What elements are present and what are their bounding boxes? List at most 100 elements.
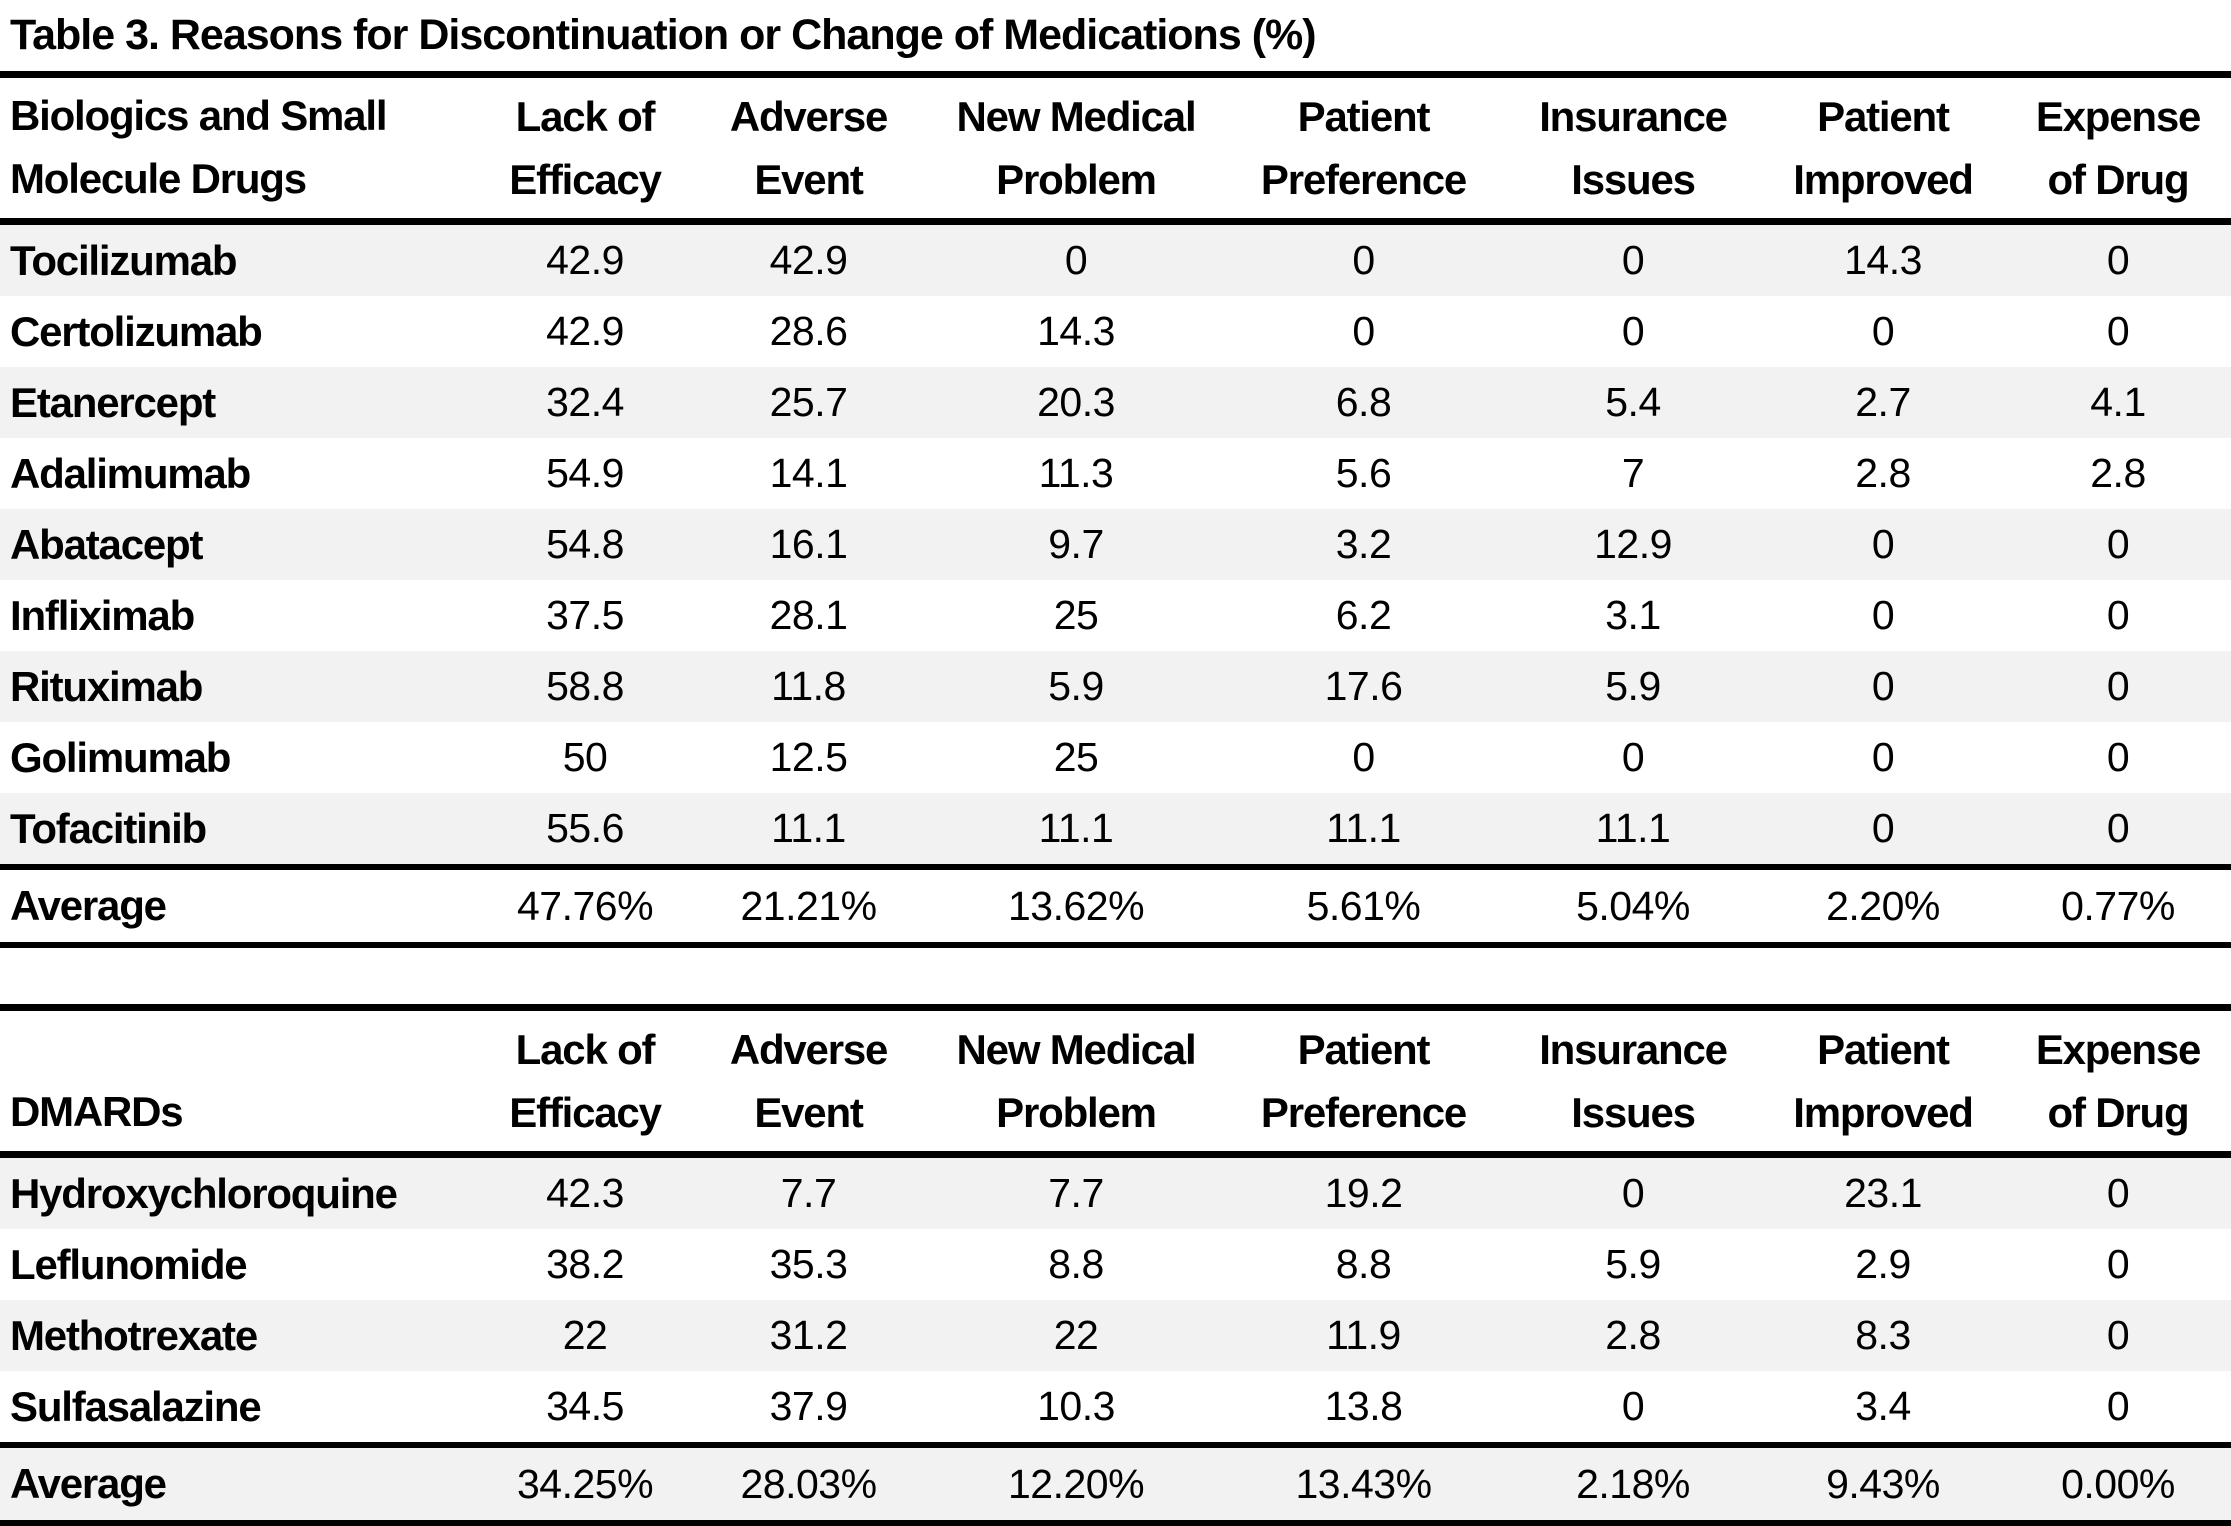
table-row: Certolizumab 42.9 28.6 14.3 0 0 0 0 [0,296,2231,367]
cell: 5.9 [1605,663,1661,710]
cell: 11.3 [1038,450,1114,497]
cell: 3.1 [1605,592,1661,639]
table-row: Methotrexate 22 31.2 22 11.9 2.8 8.3 0 [0,1300,2231,1372]
cell: 3.2 [1335,521,1392,568]
cell: 37.5 [546,592,624,639]
cell: 22 [1053,1312,1099,1359]
cell: 34.25% [483,1442,687,1526]
cell: 28.6 [769,308,848,355]
column-header: Patient Preference [1222,74,1505,226]
cell: 2.20% [1761,864,2005,949]
cell: 7.7 [1048,1170,1104,1217]
cell: 0 [2106,308,2130,355]
row-label: Abatacept [10,520,203,568]
average-row: Average 34.25% 28.03% 12.20% 13.43% 2.18% 9.43… [0,1442,2231,1526]
column-header: New Medical Problem [930,74,1222,226]
cell: 28.1 [769,592,848,639]
cell: 25 [1053,734,1099,781]
cell: 0 [2106,805,2130,852]
row-label: Etanercept [10,378,216,426]
cell: 0 [1871,521,1895,568]
cell: 54.9 [546,450,624,497]
cell: 0 [1871,805,1895,852]
average-row: Average 47.76% 21.21% 13.62% 5.61% 5.04% 2.20%… [0,864,2231,949]
column-header: Lack of Efficacy [483,74,687,226]
cell: 6.8 [1335,379,1392,426]
cell: 0 [1871,592,1895,639]
cell: 17.6 [1324,663,1403,710]
row-label: Certolizumab [10,307,263,355]
cell: 2.8 [1605,1312,1661,1359]
column-header: Lack of Efficacy [483,1007,687,1159]
cell: 5.9 [1605,1241,1661,1288]
cell: 3.4 [1855,1383,1911,1430]
cell: 0 [1352,237,1375,284]
cell: 0 [2106,663,2130,710]
cell: 50 [562,734,608,781]
group-header: DMARDs [0,1007,483,1159]
cell: 13.8 [1324,1383,1403,1430]
cell: 42.9 [546,237,624,284]
cell: 2.9 [1855,1241,1911,1288]
cell: 11.1 [1595,805,1671,852]
biologics-table: Biologics and Small Molecule Drugs Lack o… [0,71,2231,949]
cell: 11.8 [771,663,846,710]
cell: 5.61% [1222,864,1505,949]
cell: 2.7 [1855,379,1911,426]
cell: 55.6 [546,805,624,852]
header-row: DMARDs Lack of Efficacy Adverse Event New M… [0,1007,2231,1159]
row-label: Adalimumab [10,449,251,497]
cell: 42.3 [546,1170,624,1217]
cell: 0 [1871,308,1895,355]
cell: 0 [1352,308,1375,355]
cell: 0 [1621,308,1645,355]
cell: 14.3 [1844,237,1922,284]
table-row: Adalimumab 54.9 14.1 11.3 5.6 7 2.8 2.8 [0,438,2231,509]
column-header: Insurance Issues [1505,1007,1761,1159]
cell: 25 [1053,592,1099,639]
cell: 0 [2106,734,2130,781]
cell: 35.3 [769,1241,848,1288]
cell: 12.20% [930,1442,1222,1526]
column-header: Expense of Drug [2005,1007,2231,1159]
cell: 0 [2106,237,2130,284]
row-label: Leflunomide [10,1240,248,1288]
cell: 0 [2106,592,2130,639]
table-row: Etanercept 32.4 25.7 20.3 6.8 5.4 2.7 4.1 [0,367,2231,439]
cell: 0 [1871,734,1895,781]
cell: 47.76% [483,864,687,949]
cell: 0 [1352,734,1375,781]
column-header: Patient Improved [1761,1007,2005,1159]
cell: 2.8 [1855,450,1911,497]
cell: 37.9 [769,1383,848,1430]
cell: 42.9 [769,237,848,284]
cell: 0.00% [2005,1442,2231,1526]
cell: 5.04% [1505,864,1761,949]
cell: 11.9 [1326,1312,1401,1359]
cell: 14.3 [1037,308,1115,355]
row-label: Tocilizumab [10,236,238,284]
table-title: Table 3. Reasons for Discontinuation or … [10,11,1317,59]
row-label: Sulfasalazine [10,1382,262,1430]
cell: 0 [2106,1383,2130,1430]
cell: 12.5 [769,734,848,781]
cell: 0 [2106,1241,2130,1288]
column-header: Adverse Event [687,74,930,226]
cell: 6.2 [1335,592,1392,639]
table-row: Sulfasalazine 34.5 37.9 10.3 13.8 0 3.4 0 [0,1371,2231,1445]
cell: 11.1 [1038,805,1114,852]
group-header: Biologics and Small Molecule Drugs [0,74,483,226]
cell: 8.8 [1048,1241,1104,1288]
row-label: Infliximab [10,591,195,639]
cell: 5.4 [1605,379,1661,426]
table-row: Tocilizumab 42.9 42.9 0 0 0 14.3 0 [0,221,2231,297]
cell: 34.5 [546,1383,624,1430]
cell: 8.3 [1855,1312,1911,1359]
cell: 0 [1871,663,1895,710]
table-row: Hydroxychloroquine 42.3 7.7 7.7 19.2 0 23.1 0 [0,1154,2231,1230]
cell: 2.8 [2090,450,2146,497]
cell: 0 [2106,1312,2130,1359]
row-label: Average [0,864,483,949]
row-label: Hydroxychloroquine [10,1169,398,1217]
column-header: Patient Improved [1761,74,2005,226]
